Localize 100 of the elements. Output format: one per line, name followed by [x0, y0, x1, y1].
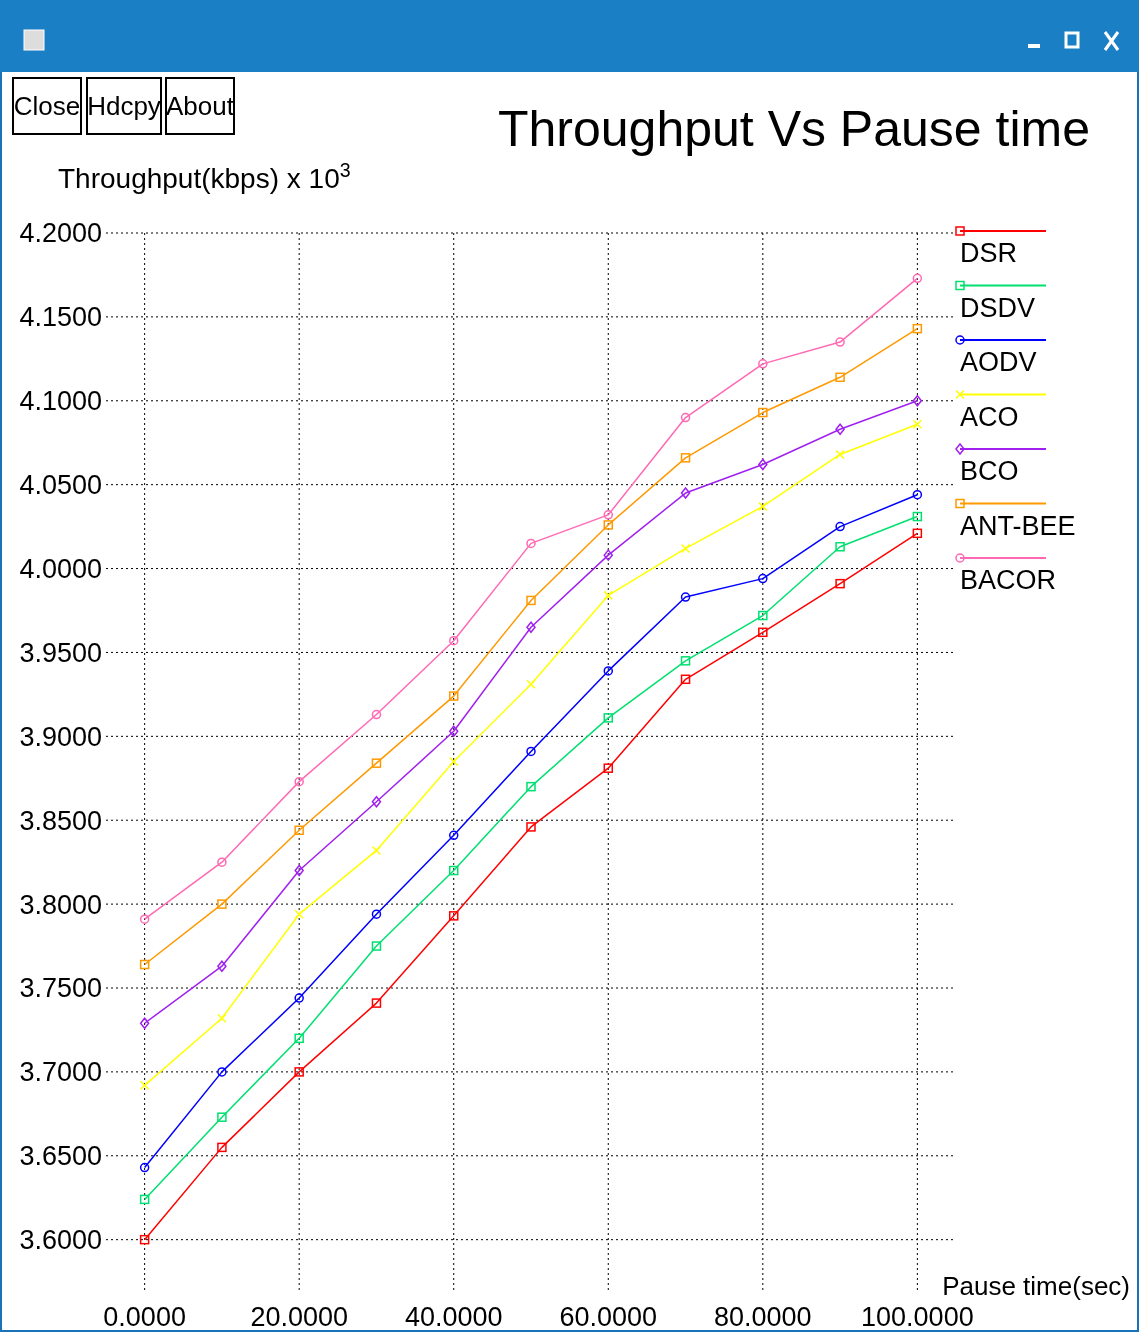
- point: [217, 899, 227, 909]
- point: [526, 595, 536, 606]
- x-tick-label: 60.0000: [559, 1302, 658, 1332]
- point: [139, 1194, 150, 1205]
- point: [680, 487, 691, 499]
- point: [217, 1013, 227, 1023]
- point: [526, 621, 536, 634]
- point: [835, 372, 845, 383]
- point: [758, 573, 768, 584]
- point: [680, 592, 691, 602]
- point: [758, 627, 768, 638]
- point: [603, 713, 614, 723]
- point: [139, 1017, 150, 1029]
- point: [294, 1033, 304, 1044]
- point: [603, 520, 614, 530]
- point: [758, 407, 768, 418]
- point: [294, 864, 304, 877]
- x-tick-label: 20.0000: [250, 1302, 348, 1332]
- point: [371, 909, 382, 919]
- point: [835, 337, 845, 347]
- point: [912, 511, 923, 522]
- point: [371, 941, 382, 951]
- point: [680, 412, 691, 423]
- y-tick-label: 3.7000: [19, 1057, 102, 1088]
- point: [912, 419, 923, 430]
- point: [912, 273, 923, 284]
- point: [680, 543, 691, 554]
- point: [294, 909, 304, 919]
- point: [526, 538, 536, 549]
- point: [526, 679, 536, 690]
- x-tick-label: 0.0000: [103, 1302, 186, 1332]
- point: [912, 395, 923, 407]
- point: [139, 914, 150, 924]
- legend-label: DSDV: [960, 292, 1036, 323]
- y-tick-label: 3.6500: [19, 1141, 102, 1172]
- y-tick-label: 3.9000: [19, 721, 102, 752]
- point: [835, 541, 845, 552]
- point: [912, 489, 923, 500]
- point: [448, 635, 459, 646]
- point: [758, 458, 768, 471]
- point: [448, 725, 459, 738]
- legend-label: AODV: [960, 347, 1037, 377]
- point: [371, 998, 382, 1008]
- x-tick-label: 40.0000: [404, 1302, 503, 1332]
- point: [217, 857, 227, 867]
- point: [448, 756, 459, 767]
- y-tick-label: 3.8500: [19, 805, 102, 836]
- point: [139, 1080, 150, 1091]
- x-axis-title: Pause time(sec): [942, 1271, 1130, 1301]
- point: [680, 656, 691, 666]
- legend-label: ANT-BEE: [960, 510, 1076, 541]
- point: [603, 763, 614, 773]
- point: [294, 776, 304, 787]
- point: [139, 959, 150, 970]
- y-axis-title: Throughput(kbps) x 10$^{3}$: [58, 159, 351, 194]
- point: [139, 1234, 150, 1245]
- text: Hdcpy: [87, 91, 161, 121]
- point: [526, 822, 536, 832]
- y-tick-label: 3.9500: [19, 637, 102, 668]
- point: [603, 590, 614, 601]
- point: [217, 960, 227, 972]
- point: [835, 578, 845, 589]
- point: [217, 1142, 227, 1153]
- point: [680, 453, 691, 463]
- point: [448, 830, 459, 841]
- legend-label: BCO: [960, 456, 1019, 486]
- point: [680, 674, 691, 685]
- point: [835, 449, 845, 460]
- point: [603, 549, 614, 561]
- point: [448, 691, 459, 701]
- y-tick-label: 3.7500: [19, 973, 102, 1004]
- chart-title: Throughput Vs Pause time: [498, 101, 1090, 157]
- text: Close: [13, 91, 81, 121]
- y-tick-label: 4.0500: [19, 470, 102, 501]
- point: [912, 323, 923, 334]
- y-tick-label: 4.1000: [19, 386, 102, 417]
- point: [448, 865, 459, 876]
- point: [371, 796, 382, 808]
- legend-label: ACO: [960, 401, 1019, 432]
- text: About: [166, 91, 235, 121]
- y-tick-label: 4.1500: [19, 302, 102, 333]
- point: [217, 1112, 227, 1122]
- y-tick-label: 4.2000: [19, 218, 102, 249]
- point: [371, 709, 382, 720]
- point: [835, 423, 845, 436]
- point: [371, 845, 382, 856]
- y-tick-label: 3.8000: [19, 889, 102, 920]
- point: [758, 359, 768, 369]
- point: [758, 610, 768, 621]
- point: [294, 1067, 304, 1077]
- point: [526, 781, 536, 792]
- point: [835, 521, 845, 532]
- point: [371, 758, 382, 768]
- point: [448, 911, 459, 921]
- point: [526, 746, 536, 757]
- y-tick-label: 4.0000: [19, 554, 102, 585]
- point: [758, 501, 768, 512]
- legend-label: BACOR: [960, 565, 1057, 595]
- y-tick-label: 3.6000: [19, 1225, 102, 1256]
- point: [603, 510, 614, 520]
